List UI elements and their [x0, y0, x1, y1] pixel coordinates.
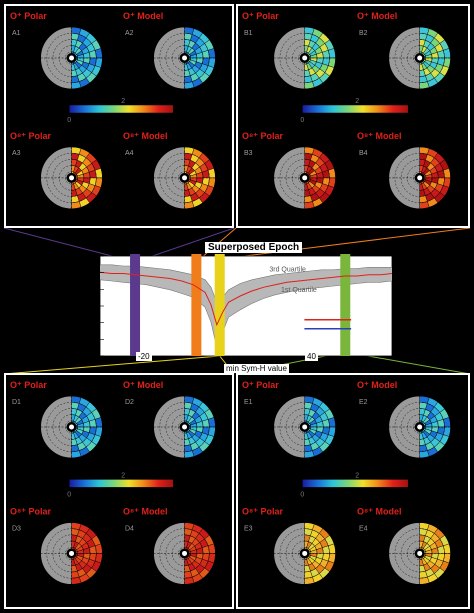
x-tick-left: -20 — [136, 352, 152, 361]
polar-map-e4 — [388, 522, 452, 585]
colorbar-tick-mid: 2 — [121, 98, 125, 105]
map-label-e2: O⁺ Model — [357, 380, 397, 390]
map-id-e4: E4 — [359, 525, 368, 532]
panel-d: O⁺ Polar D1 O⁺ Model D2 O⁸⁺ Polar D3 O⁸⁺ Model… — [4, 373, 234, 609]
map-id-e1: E1 — [244, 399, 253, 406]
map-id-b2: B2 — [359, 30, 368, 37]
series-q1 — [99, 279, 393, 349]
polar-map-e1 — [273, 395, 337, 459]
polar-map-b2 — [388, 26, 452, 90]
colorbar-d — [69, 479, 174, 488]
x-axis-label: min Sym-H value — [224, 364, 289, 373]
series-q3 — [100, 264, 392, 303]
map-label-b2: O⁺ Model — [357, 11, 397, 21]
map-id-e3: E3 — [244, 525, 253, 532]
map-id-a2: A2 — [125, 30, 134, 37]
panel-e: O⁺ Polar E1 O⁺ Model E2 O⁸⁺ Polar E3 O⁸⁺ Model… — [236, 373, 470, 609]
series-median — [99, 271, 393, 327]
map-id-a3: A3 — [12, 150, 21, 157]
map-id-d3: D3 — [12, 525, 21, 532]
map-id-b1: B1 — [244, 30, 253, 37]
polar-map-a3 — [40, 146, 103, 210]
panel-b: O⁺ Polar B1 O⁺ Model B2 O⁸⁺ Polar B3 O⁸⁺ Model… — [236, 4, 470, 228]
map-label-e1: O⁺ Polar — [242, 380, 279, 390]
map-label-d3: O⁸⁺ Polar — [10, 506, 52, 516]
colorbar-tick-mid: 2 — [121, 472, 125, 479]
x-tick-right: 40 — [305, 352, 318, 361]
polar-map-a1 — [40, 26, 103, 90]
chart-title: Superposed Epoch — [205, 242, 303, 253]
map-id-b3: B3 — [244, 150, 253, 157]
panel-e-maps: O⁺ Polar E1 O⁺ Model E2 O⁸⁺ Polar E3 O⁸⁺ Model… — [242, 380, 452, 585]
polar-map-b4 — [388, 146, 452, 210]
map-label-b4: O⁸⁺ Model — [357, 131, 402, 141]
epoch-band-d — [214, 254, 225, 356]
polar-map-d3 — [40, 522, 103, 585]
colorbar-tick-min: 0 — [67, 491, 71, 498]
panel-d-maps: O⁺ Polar D1 O⁺ Model D2 O⁸⁺ Polar D3 O⁸⁺ Model… — [10, 380, 216, 585]
map-label-b1: O⁺ Polar — [242, 11, 279, 21]
colorbar-a — [69, 104, 174, 114]
map-label-e3: O⁸⁺ Polar — [242, 506, 284, 516]
polar-map-d2 — [153, 395, 216, 459]
map-label-e4: O⁸⁺ Model — [357, 506, 402, 516]
map-label-a1: O⁺ Polar — [10, 11, 47, 21]
colorbar-tick-mid: 2 — [355, 472, 359, 479]
map-label-d2: O⁺ Model — [123, 380, 163, 390]
polar-map-d1 — [40, 395, 103, 459]
map-label-d1: O⁺ Polar — [10, 380, 47, 390]
colorbar-e — [302, 479, 409, 488]
colorbar-tick-mid: 2 — [355, 98, 359, 105]
map-id-d2: D2 — [125, 399, 134, 406]
map-label-d4: O⁸⁺ Model — [123, 506, 168, 516]
map-id-d1: D1 — [12, 399, 21, 406]
polar-map-d4 — [153, 522, 216, 585]
polar-map-a4 — [153, 146, 216, 210]
map-id-a4: A4 — [125, 150, 134, 157]
panel-b-maps: O⁺ Polar B1 O⁺ Model B2 O⁸⁺ Polar B3 O⁸⁺ Model… — [242, 11, 452, 210]
epoch-band-e — [340, 254, 351, 356]
polar-map-e3 — [273, 522, 337, 585]
map-label-a3: O⁸⁺ Polar — [10, 131, 52, 141]
superposed-epoch-chart: 3rd Quartile 1st Quartile Superposed Epoc… — [0, 228, 474, 376]
epoch-band-a — [130, 254, 141, 356]
colorbar-tick-min: 0 — [300, 117, 304, 124]
quartile-band — [100, 264, 392, 348]
map-label-a2: O⁺ Model — [123, 11, 163, 21]
map-id-d4: D4 — [125, 525, 134, 532]
map-id-b4: B4 — [359, 150, 368, 157]
polar-map-a2 — [153, 26, 216, 90]
map-id-a1: A1 — [12, 30, 21, 37]
polar-map-e2 — [388, 395, 452, 459]
colorbar-b — [302, 104, 409, 114]
map-id-e2: E2 — [359, 399, 368, 406]
colorbar-tick-min: 0 — [67, 117, 71, 124]
map-label-a4: O⁸⁺ Model — [123, 131, 168, 141]
annotation-q3: 3rd Quartile — [269, 266, 306, 273]
polar-map-b1 — [273, 26, 337, 90]
panel-a-maps: O⁺ Polar A1 O⁺ Model A2 O⁸⁺ Polar A3 O⁸⁺ Model… — [10, 11, 216, 210]
colorbar-tick-min: 0 — [300, 491, 304, 498]
map-label-b3: O⁸⁺ Polar — [242, 131, 284, 141]
epoch-band-b — [191, 254, 202, 356]
panel-a: O⁺ Polar A1 O⁺ Model A2 O⁸⁺ Polar A3 O⁸⁺ Model… — [4, 4, 234, 228]
chart-svg: 3rd Quartile 1st Quartile — [3, 228, 471, 375]
annotation-q1: 1st Quartile — [281, 287, 317, 294]
polar-map-b3 — [273, 146, 337, 210]
